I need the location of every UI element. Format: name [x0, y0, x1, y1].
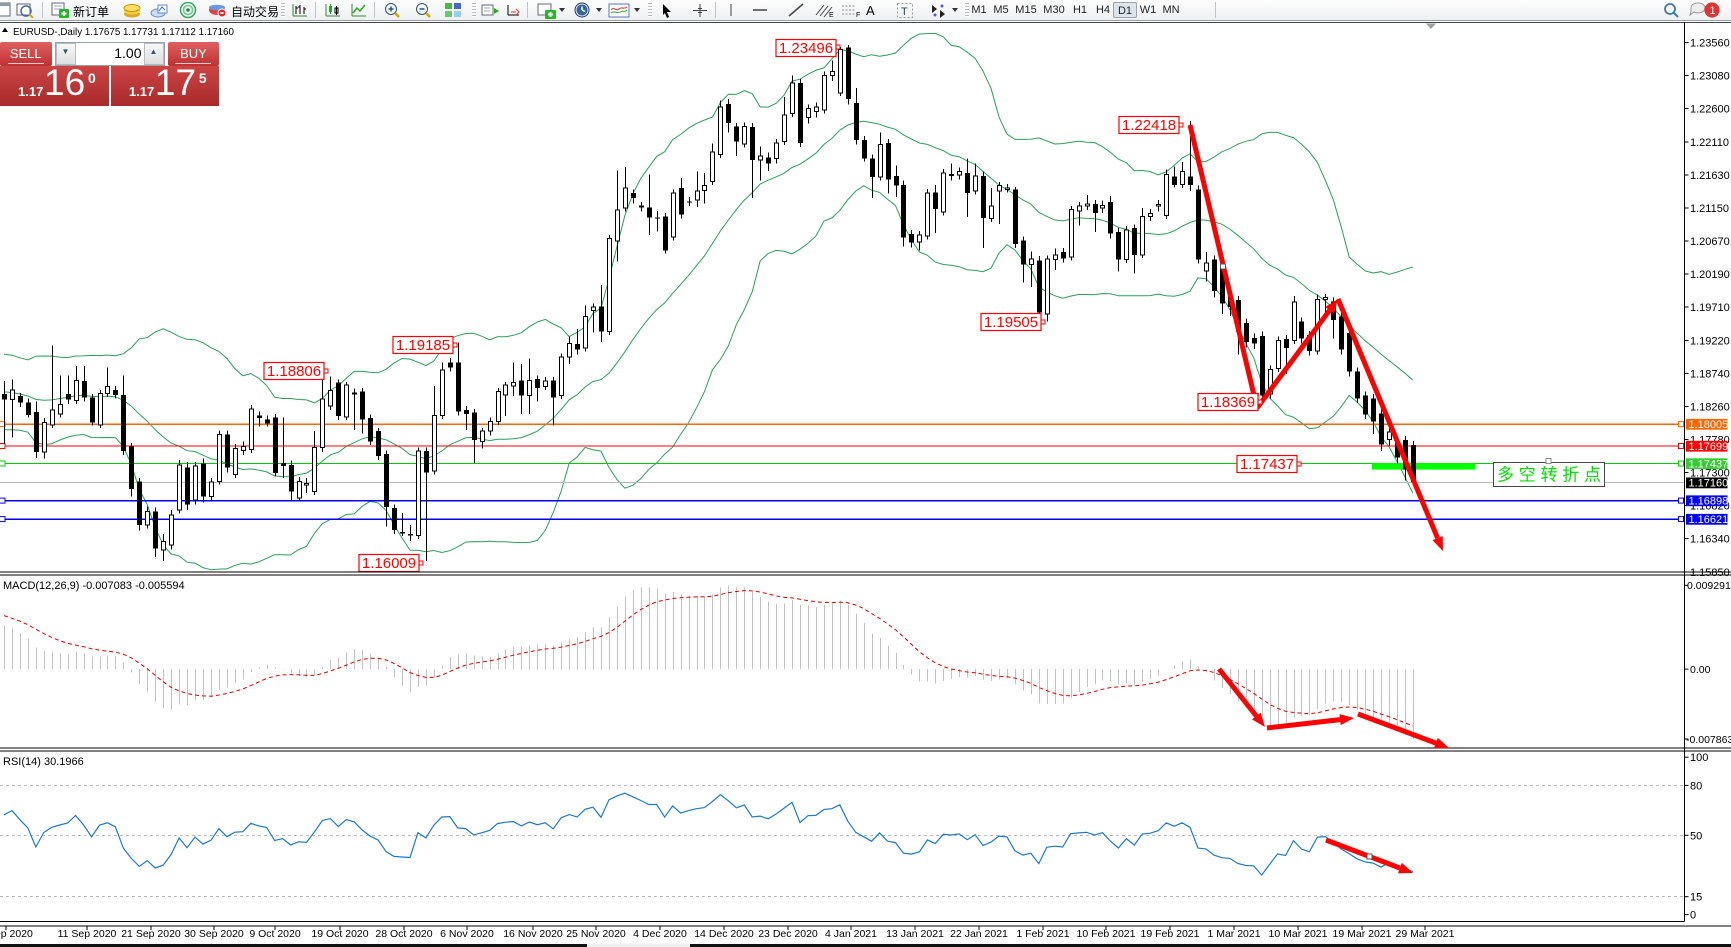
svg-text:13 Jan 2021: 13 Jan 2021	[886, 928, 944, 940]
svg-text:1.22110: 1.22110	[1690, 137, 1729, 149]
svg-text:4 Dec 2020: 4 Dec 2020	[633, 928, 687, 940]
svg-text:1.16898: 1.16898	[1689, 496, 1729, 508]
svg-text:1.16340: 1.16340	[1690, 533, 1730, 545]
svg-text:-0.007863: -0.007863	[1686, 734, 1731, 746]
svg-text:1.20670: 1.20670	[1690, 236, 1730, 248]
svg-text:F: F	[856, 12, 860, 19]
svg-text:25 Nov 2020: 25 Nov 2020	[566, 928, 626, 940]
svg-text:1: 1	[1710, 5, 1716, 17]
svg-text:1.22418: 1.22418	[1122, 117, 1176, 134]
svg-text:1.17437: 1.17437	[1240, 456, 1294, 473]
svg-text:21 Sep 2020: 21 Sep 2020	[121, 928, 181, 940]
svg-text:1.16009: 1.16009	[362, 555, 416, 572]
svg-text:1.18369: 1.18369	[1201, 394, 1255, 411]
svg-text:100: 100	[1690, 752, 1708, 764]
svg-text:1.17160: 1.17160	[1689, 478, 1729, 490]
svg-text:1.20190: 1.20190	[1690, 269, 1730, 281]
svg-text:RSI(14) 30.1966: RSI(14) 30.1966	[3, 756, 84, 768]
svg-text:1.17699: 1.17699	[1689, 441, 1729, 453]
svg-text:MACD(12,26,9) -0.007083 -0.005: MACD(12,26,9) -0.007083 -0.005594	[3, 580, 185, 592]
svg-text:1.19505: 1.19505	[984, 314, 1038, 331]
svg-text:EURUSD-,Daily 1.17675 1.17731: EURUSD-,Daily 1.17675 1.17731 1.17112 1.…	[13, 27, 234, 38]
svg-text:1.19220: 1.19220	[1690, 336, 1730, 348]
svg-text:30 Sep 2020: 30 Sep 2020	[184, 928, 244, 940]
svg-text:4 Jan 2021: 4 Jan 2021	[825, 928, 877, 940]
svg-text:1.17300: 1.17300	[1690, 467, 1730, 479]
svg-text:14 Dec 2020: 14 Dec 2020	[694, 928, 754, 940]
svg-text:10 Feb 2021: 10 Feb 2021	[1077, 928, 1136, 940]
svg-text:15: 15	[1690, 892, 1702, 904]
svg-text:50: 50	[1690, 830, 1702, 842]
svg-text:0: 0	[1690, 910, 1696, 922]
svg-text:1.21150: 1.21150	[1690, 203, 1729, 215]
svg-text:10 Mar 2021: 10 Mar 2021	[1269, 928, 1328, 940]
svg-text:1.17437: 1.17437	[1689, 459, 1729, 471]
svg-text:11 Sep 2020: 11 Sep 2020	[58, 928, 117, 940]
svg-text:9 Oct 2020: 9 Oct 2020	[249, 928, 301, 940]
svg-text:1 Feb 2021: 1 Feb 2021	[1016, 928, 1069, 940]
svg-text:2 Sep 2020: 2 Sep 2020	[0, 928, 33, 940]
svg-text:1.22600: 1.22600	[1690, 104, 1730, 116]
svg-text:23 Dec 2020: 23 Dec 2020	[758, 928, 818, 940]
svg-text:6 Nov 2020: 6 Nov 2020	[440, 928, 494, 940]
svg-text:80: 80	[1690, 780, 1702, 792]
svg-text:1.16621: 1.16621	[1689, 514, 1729, 526]
svg-text:1.23080: 1.23080	[1690, 71, 1730, 83]
svg-text:T: T	[901, 6, 908, 18]
svg-text:1.18806: 1.18806	[267, 363, 321, 380]
svg-text:19 Mar 2021: 19 Mar 2021	[1333, 928, 1392, 940]
svg-text:1.18005: 1.18005	[1689, 419, 1729, 431]
svg-text:1.21630: 1.21630	[1690, 170, 1730, 182]
svg-text:多空转折点: 多空转折点	[1497, 466, 1601, 485]
svg-text:1.15850: 1.15850	[1690, 567, 1730, 579]
svg-text:0.00: 0.00	[1690, 664, 1711, 676]
svg-text:16 Nov 2020: 16 Nov 2020	[503, 928, 563, 940]
svg-text:29 Mar 2021: 29 Mar 2021	[1396, 928, 1455, 940]
svg-text:1.18260: 1.18260	[1690, 402, 1730, 414]
svg-text:1.19710: 1.19710	[1690, 302, 1730, 314]
svg-text:22 Jan 2021: 22 Jan 2021	[950, 928, 1008, 940]
svg-text:28 Oct 2020: 28 Oct 2020	[375, 928, 432, 940]
svg-text:1.19185: 1.19185	[396, 337, 450, 354]
svg-text:1 Mar 2021: 1 Mar 2021	[1207, 928, 1260, 940]
svg-text:19 Oct 2020: 19 Oct 2020	[311, 928, 368, 940]
svg-text:E: E	[829, 12, 834, 19]
svg-text:19 Feb 2021: 19 Feb 2021	[1141, 928, 1200, 940]
svg-text:1.23560: 1.23560	[1690, 38, 1730, 50]
svg-text:1.23496: 1.23496	[779, 40, 833, 57]
svg-text:1.18740: 1.18740	[1690, 369, 1730, 381]
svg-text:0.009291: 0.009291	[1687, 580, 1731, 592]
